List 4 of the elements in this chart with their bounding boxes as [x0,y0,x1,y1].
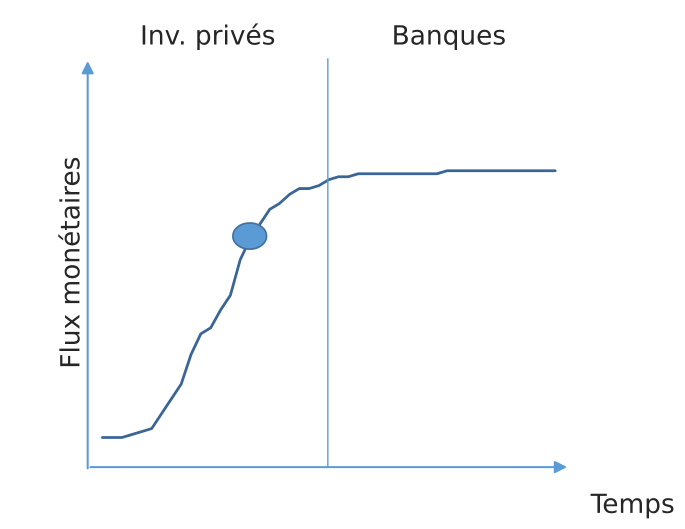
text: Inv. privés [142,23,274,50]
text: Banques [394,25,505,50]
y-axis-title: Flux monétaires [58,158,80,366]
x-axis-title: Temps [590,494,674,518]
